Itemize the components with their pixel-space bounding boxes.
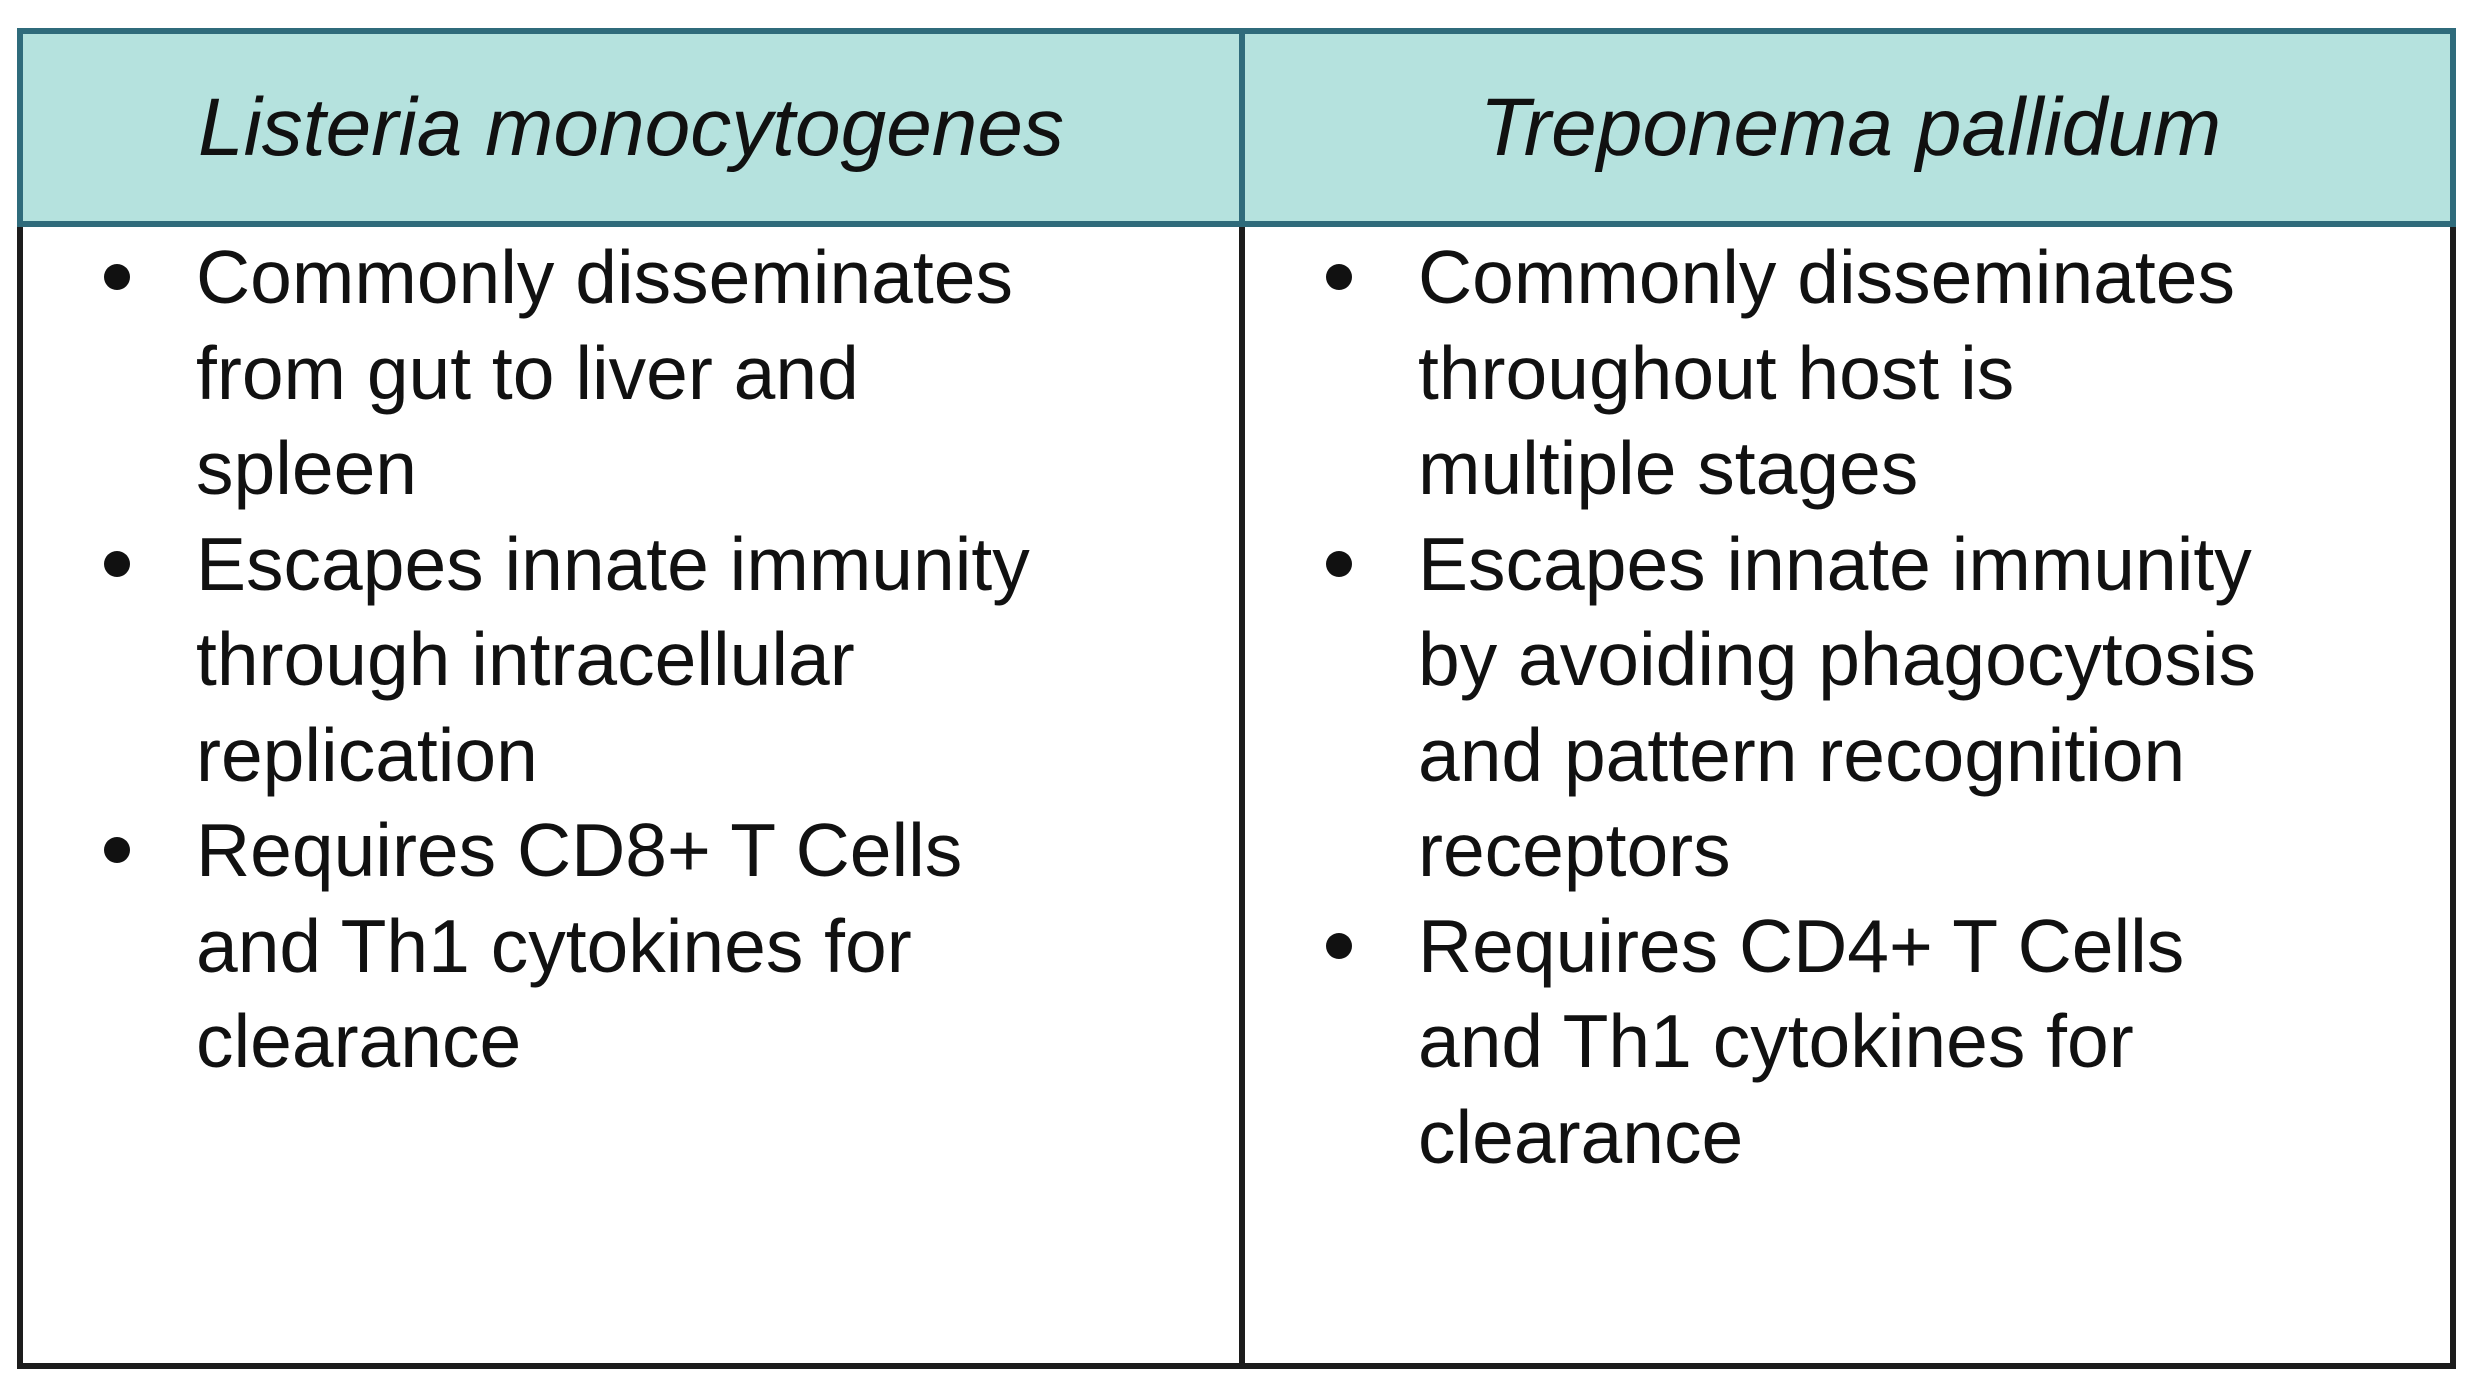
treponema-item-dissemination: Commonly disseminates throughout host is…: [1300, 230, 2430, 517]
item-line: spleen: [196, 426, 418, 510]
listeria-item-dissemination: Commonly disseminates from gut to liver …: [78, 230, 1208, 517]
treponema-item-immune-escape: Escapes innate immunity by avoiding phag…: [1300, 517, 2430, 899]
item-line: and Th1 cytokines for: [196, 903, 912, 988]
column-divider-header: [1239, 34, 1245, 227]
listeria-bullet-list: Commonly disseminates from gut to liver …: [78, 230, 1208, 1090]
bullet-icon: [104, 264, 130, 290]
item-line: Escapes innate immunity: [1418, 521, 2252, 606]
item-line: from gut to liver and: [196, 330, 859, 415]
item-line: throughout host is: [1418, 330, 2015, 415]
bullet-icon: [104, 837, 130, 863]
header-border: [2450, 28, 2456, 227]
item-line: by avoiding phagocytosis: [1418, 617, 2257, 701]
item-line: multiple stages: [1418, 426, 1919, 510]
treponema-bullet-list: Commonly disseminates throughout host is…: [1300, 230, 2430, 1185]
header-listeria: Listeria monocytogenes: [197, 81, 1065, 173]
item-line: Requires CD4+ T Cells: [1418, 903, 2185, 988]
header-border: [17, 28, 2456, 34]
item-line: Commonly disseminates: [1418, 235, 2235, 319]
item-line: Requires CD8+ T Cells: [196, 808, 963, 892]
bullet-icon: [1326, 264, 1352, 290]
column-divider: [1239, 34, 1245, 1363]
item-line: replication: [196, 712, 538, 797]
item-line: clearance: [196, 999, 522, 1083]
listeria-item-immune-escape: Escapes innate immunity through intracel…: [78, 517, 1208, 804]
bullet-icon: [1326, 932, 1352, 959]
item-line: receptors: [1418, 808, 1731, 892]
listeria-item-clearance: Requires CD8+ T Cells and Th1 cytokines …: [78, 803, 1208, 1090]
bullet-icon: [104, 550, 130, 577]
item-line: clearance: [1418, 1094, 1744, 1179]
listeria-column: Commonly disseminates from gut to liver …: [78, 230, 1208, 1090]
comparison-table: Listeria monocytogenes Treponema pallidu…: [17, 28, 2456, 1369]
treponema-column: Commonly disseminates throughout host is…: [1300, 230, 2430, 1185]
bullet-icon: [1326, 550, 1352, 577]
item-line: and Th1 cytokines for: [1418, 999, 2134, 1083]
item-line: Escapes innate immunity: [196, 521, 1030, 606]
header-treponema: Treponema pallidum: [1479, 81, 2222, 173]
header-row: Listeria monocytogenes Treponema pallidu…: [17, 28, 2456, 227]
treponema-item-clearance: Requires CD4+ T Cells and Th1 cytokines …: [1300, 899, 2430, 1186]
item-line: through intracellular: [196, 617, 855, 701]
item-line: Commonly disseminates: [196, 235, 1013, 319]
item-line: and pattern recognition: [1418, 712, 2186, 797]
header-border: [17, 28, 23, 227]
